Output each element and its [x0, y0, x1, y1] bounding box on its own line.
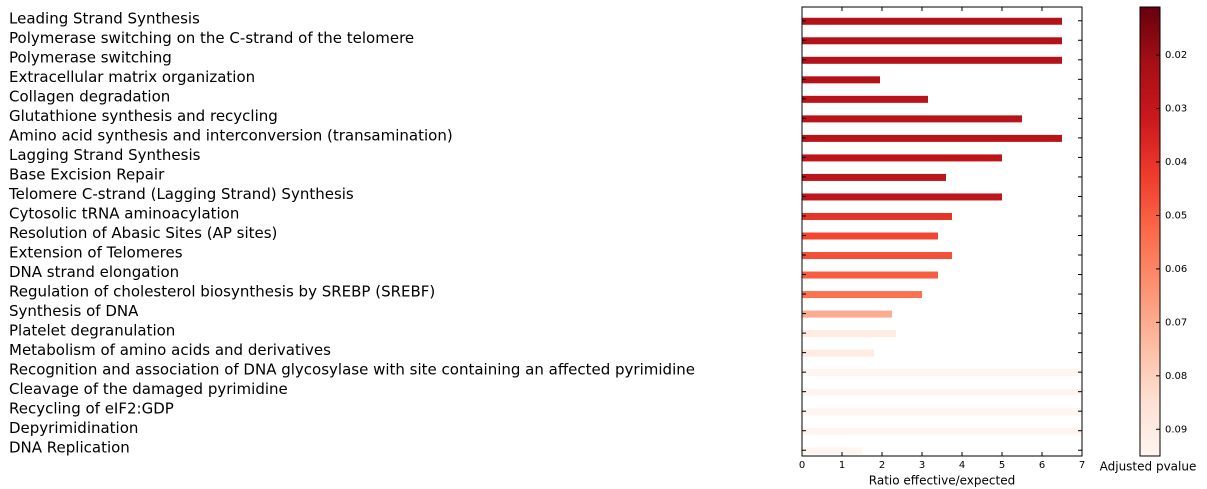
bar — [802, 95, 928, 103]
category-label: Synthesis of DNA — [9, 302, 139, 320]
category-label: Leading Strand Synthesis — [9, 9, 200, 27]
category-label: Amino acid synthesis and interconversion… — [9, 126, 453, 144]
category-label: Regulation of cholesterol biosynthesis b… — [9, 283, 435, 301]
category-label: Extension of Telomeres — [9, 244, 183, 262]
category-label: Cytosolic tRNA aminoacylation — [9, 204, 239, 222]
colorbar-tick-label: 0.06 — [1165, 264, 1187, 275]
bar — [802, 232, 938, 240]
category-label: Lagging Strand Synthesis — [9, 146, 201, 164]
bar — [802, 56, 1062, 64]
category-label: Platelet degranulation — [9, 322, 175, 340]
bar — [802, 37, 1062, 45]
category-label: Collagen degradation — [9, 87, 170, 105]
x-tick-label: 5 — [999, 460, 1005, 471]
colorbar-tick-label: 0.02 — [1165, 50, 1187, 61]
bar — [802, 310, 892, 318]
colorbar-tick-label: 0.03 — [1165, 104, 1187, 115]
bar — [802, 115, 1022, 123]
category-label: Base Excision Repair — [9, 165, 165, 183]
bar — [802, 349, 874, 357]
x-tick-label: 1 — [839, 460, 845, 471]
bar — [802, 134, 1062, 142]
bar — [802, 388, 1082, 396]
x-tick-label: 4 — [959, 460, 965, 471]
x-tick-label: 6 — [1039, 460, 1045, 471]
colorbar-tick-label: 0.05 — [1165, 210, 1187, 221]
colorbar-tick-label: 0.09 — [1165, 424, 1187, 435]
category-label: Polymerase switching — [9, 48, 172, 66]
x-axis-label: Ratio effective/expected — [869, 474, 1015, 488]
bar — [802, 193, 1002, 201]
bar — [802, 330, 896, 338]
category-label: Polymerase switching on the C-strand of … — [9, 29, 414, 47]
colorbar — [1139, 6, 1161, 457]
category-label: Recognition and association of DNA glyco… — [9, 361, 695, 379]
category-label: Depyrimidination — [9, 419, 138, 437]
colorbar-label: Adjusted pvalue — [1100, 460, 1197, 474]
plot-frame — [801, 6, 1083, 457]
category-label: Metabolism of amino acids and derivative… — [9, 341, 331, 359]
category-label: DNA strand elongation — [9, 263, 179, 281]
x-tick-label: 7 — [1079, 460, 1085, 471]
bar — [802, 271, 938, 279]
bar — [802, 154, 1002, 162]
category-label: Glutathione synthesis and recycling — [9, 107, 278, 125]
bar — [802, 17, 1062, 25]
bar — [802, 212, 952, 220]
colorbar-tick-label: 0.07 — [1165, 317, 1187, 328]
bar — [802, 369, 1082, 377]
x-tick-label: 2 — [879, 460, 885, 471]
bar — [802, 427, 1082, 435]
x-tick-label: 0 — [799, 460, 805, 471]
bar — [802, 252, 952, 260]
bar — [802, 291, 922, 299]
bar — [802, 447, 862, 455]
category-label: Recycling of eIF2:GDP — [9, 400, 174, 418]
category-label: Telomere C-strand (Lagging Strand) Synth… — [8, 185, 354, 203]
colorbar-tick-label: 0.04 — [1165, 157, 1187, 168]
bar — [802, 408, 1082, 416]
colorbar-tick-label: 0.08 — [1165, 371, 1187, 382]
category-label: DNA Replication — [9, 439, 130, 457]
category-label: Resolution of Abasic Sites (AP sites) — [9, 224, 277, 242]
category-label: Cleavage of the damaged pyrimidine — [9, 380, 288, 398]
category-label: Extracellular matrix organization — [9, 68, 255, 86]
bar — [802, 173, 946, 181]
bar — [802, 76, 880, 84]
x-tick-label: 3 — [919, 460, 925, 471]
